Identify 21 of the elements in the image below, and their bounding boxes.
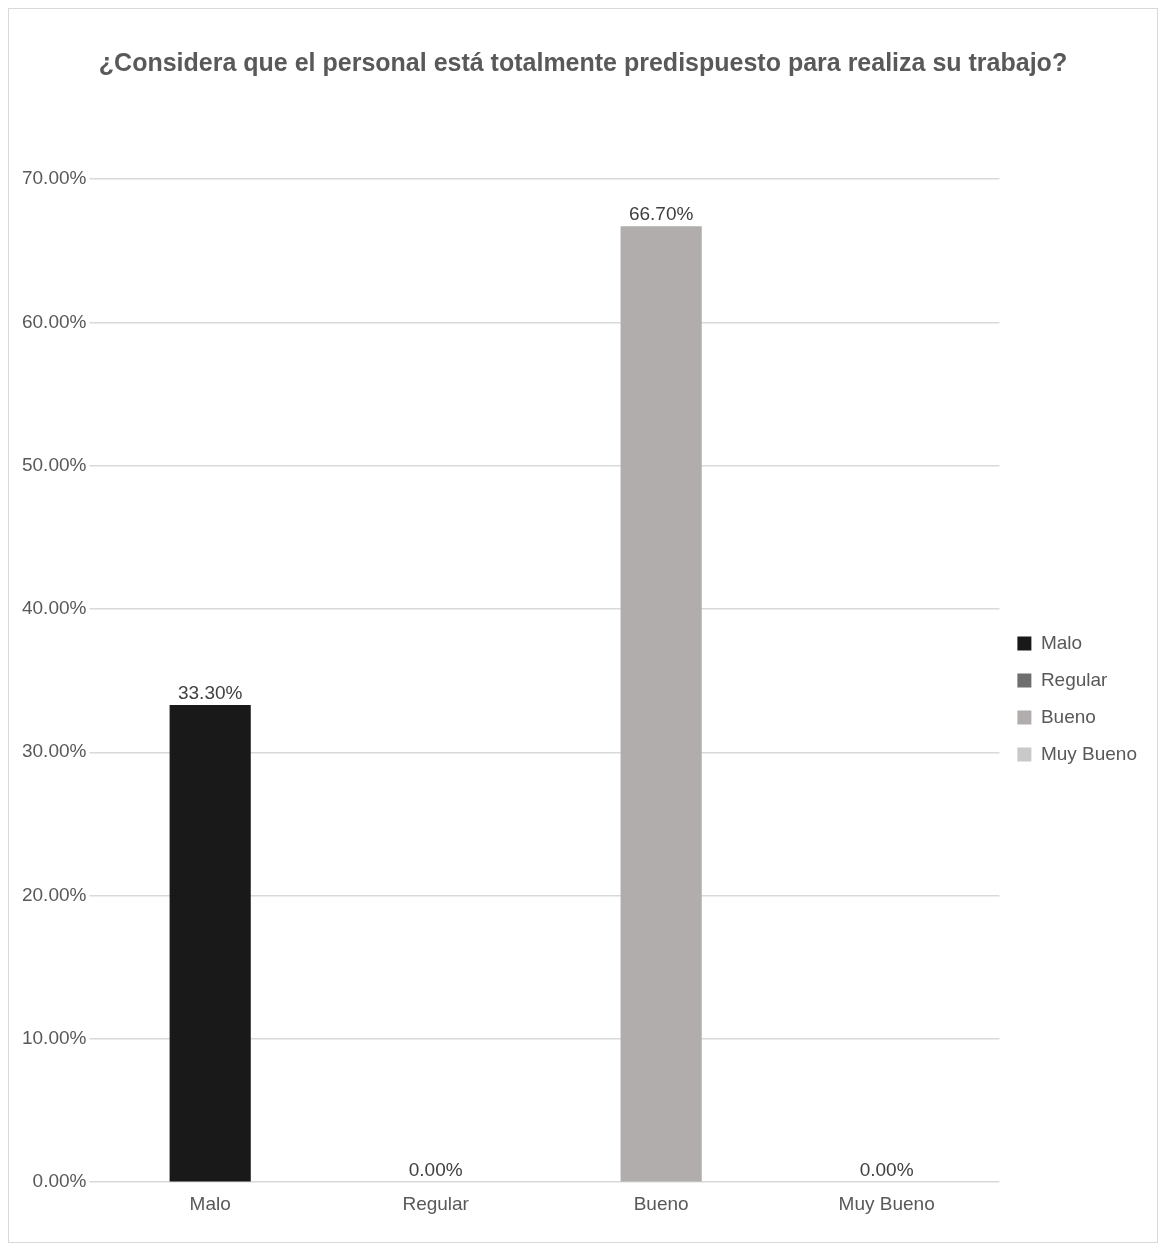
legend-label: Muy Bueno: [1040, 742, 1138, 764]
x-tick-label: Malo: [189, 1192, 231, 1214]
x-tick-label: Bueno: [633, 1192, 689, 1214]
legend-label: Regular: [1040, 668, 1109, 690]
y-tick-label: 30.00%: [21, 740, 87, 762]
y-tick-label: 10.00%: [21, 1027, 87, 1049]
data-label: 33.30%: [177, 681, 243, 703]
x-tick-label: Muy Bueno: [838, 1192, 935, 1214]
y-tick-label: 0.00%: [32, 1170, 87, 1192]
chart-title: ¿Considera que el personal está totalmente predispuesto para realiza su trabajo?: [97, 47, 1069, 78]
y-tick-label: 50.00%: [21, 453, 87, 475]
y-tick-label: 60.00%: [21, 310, 87, 332]
y-tick-label: 20.00%: [21, 883, 87, 905]
data-label: 0.00%: [859, 1158, 914, 1180]
data-label: 66.70%: [628, 203, 694, 225]
x-tick-label: Regular: [402, 1192, 470, 1214]
legend-label: Bueno: [1040, 705, 1096, 727]
data-label: 0.00%: [408, 1158, 463, 1180]
legend-label: Malo: [1040, 631, 1083, 653]
y-tick-label: 70.00%: [21, 167, 87, 189]
y-tick-label: 40.00%: [21, 597, 87, 619]
